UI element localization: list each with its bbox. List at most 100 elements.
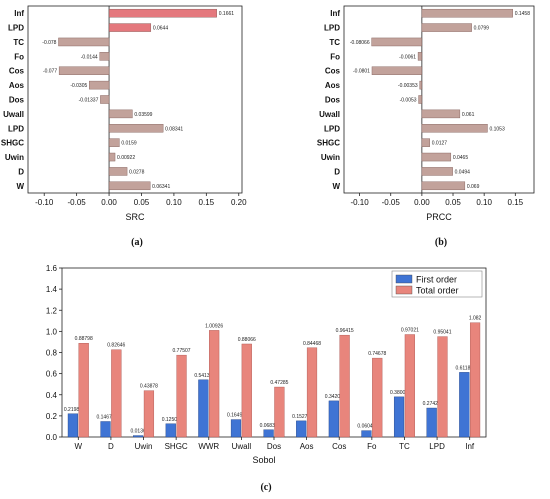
category-label: LPD xyxy=(324,24,340,33)
bar-total-order xyxy=(274,386,285,438)
data-label: 0.95041 xyxy=(433,330,451,336)
bar-first-order xyxy=(296,420,307,438)
bar xyxy=(108,23,152,32)
category-label: W xyxy=(332,182,340,191)
category-label: Uwall xyxy=(3,110,24,119)
data-label: 0.069 xyxy=(467,184,480,190)
y-tick-label: 0.8 xyxy=(46,349,58,358)
x-tick-label: 0.00 xyxy=(101,198,117,207)
y-tick-label: 1.4 xyxy=(46,285,58,294)
plot-frame xyxy=(343,5,535,194)
legend-swatch xyxy=(395,285,413,295)
data-label: 0.21981 xyxy=(64,407,82,413)
bar-first-order xyxy=(165,423,176,438)
category-label: SHGC xyxy=(317,139,340,148)
category-label: D xyxy=(18,167,24,176)
category-label: LPD xyxy=(324,124,340,133)
data-label: -0.01337 xyxy=(79,98,99,104)
data-label: 0.08341 xyxy=(165,126,183,132)
x-tick-label: Aos xyxy=(300,442,314,451)
x-tick-label: 0.05 xyxy=(445,198,461,207)
x-tick-label: Uwall xyxy=(232,442,252,451)
data-label: 1.00926 xyxy=(205,323,223,329)
bar xyxy=(371,37,423,47)
data-label: 0.06341 xyxy=(152,184,170,190)
bar xyxy=(58,37,110,47)
data-label: 0.12504 xyxy=(162,417,180,423)
x-tick-label: TC xyxy=(399,442,410,451)
category-label: W xyxy=(16,182,24,191)
bar-first-order xyxy=(426,407,437,438)
category-label: D xyxy=(334,167,340,176)
data-label: 0.14679 xyxy=(96,414,114,420)
bar xyxy=(58,66,110,75)
legend-label: Total order xyxy=(416,286,459,296)
data-label: 0.06835 xyxy=(260,423,278,429)
data-label: 0.1458 xyxy=(515,11,531,17)
bar xyxy=(421,181,466,191)
bar xyxy=(99,52,110,61)
category-label: LPD xyxy=(8,124,24,133)
data-label: 0.27425 xyxy=(423,401,441,407)
bar-total-order xyxy=(306,347,318,438)
category-label: LPD xyxy=(8,24,24,33)
x-tick-label: -0.05 xyxy=(382,198,401,207)
bar-first-order xyxy=(230,419,242,438)
x-axis-label: Sobol xyxy=(252,455,275,465)
x-tick-label: 0.15 xyxy=(199,198,215,207)
data-label: 0.1661 xyxy=(219,11,235,17)
bar xyxy=(371,66,423,75)
bar xyxy=(108,152,116,162)
category-label: Dos xyxy=(9,96,25,105)
x-tick-label: SHGC xyxy=(165,442,188,451)
data-label: -0.0053 xyxy=(400,98,417,104)
bar xyxy=(418,95,423,104)
data-label: 0.16497 xyxy=(227,413,245,419)
data-label: 0.84468 xyxy=(303,341,321,347)
category-label: Dos xyxy=(325,96,341,105)
bar xyxy=(108,167,128,176)
data-label: -0.0801 xyxy=(353,69,370,75)
x-tick-label: -0.05 xyxy=(68,198,87,207)
data-label: 0.61187 xyxy=(455,365,473,371)
data-label: 0.47285 xyxy=(270,380,288,386)
category-label: Aos xyxy=(325,81,341,90)
bar-first-order xyxy=(198,379,209,438)
bar-total-order xyxy=(437,336,448,438)
bar xyxy=(108,138,120,147)
bar xyxy=(421,138,430,147)
data-label: 0.0465 xyxy=(453,155,469,161)
x-tick-label: 0.20 xyxy=(231,198,247,207)
data-label: 1.082 xyxy=(469,316,482,322)
bar-first-order xyxy=(361,430,372,438)
x-tick-label: 0.05 xyxy=(134,198,150,207)
bar-first-order xyxy=(133,435,144,438)
data-label: 0.0136 xyxy=(130,429,146,435)
data-label: 0.0278 xyxy=(129,169,145,175)
y-tick-label: 0.4 xyxy=(46,391,58,400)
bar-total-order xyxy=(78,343,89,438)
data-label: -0.077 xyxy=(43,69,57,75)
x-tick-label: 0.15 xyxy=(508,198,524,207)
bar-total-order xyxy=(209,330,220,438)
data-label: 0.06042 xyxy=(357,424,375,430)
bar xyxy=(417,52,423,61)
bar xyxy=(421,152,452,162)
bar xyxy=(108,109,133,119)
data-label: 0.54136 xyxy=(194,373,212,379)
data-label: 0.38001 xyxy=(390,390,408,396)
y-tick-label: 1.0 xyxy=(46,327,58,336)
data-label: 0.34201 xyxy=(325,394,343,400)
category-label: Fo xyxy=(330,52,340,61)
bar xyxy=(108,8,217,18)
x-tick-label: Cos xyxy=(332,442,346,451)
bar xyxy=(108,181,151,191)
data-label: -0.0061 xyxy=(399,54,416,60)
y-tick-label: 1.2 xyxy=(46,306,58,315)
bar-total-order xyxy=(111,349,122,438)
x-axis-label: PRCC xyxy=(426,212,452,222)
category-label: Fo xyxy=(14,52,24,61)
data-label: 0.061 xyxy=(462,112,475,118)
x-tick-label: Inf xyxy=(465,442,475,451)
data-label: 0.1053 xyxy=(489,126,505,132)
